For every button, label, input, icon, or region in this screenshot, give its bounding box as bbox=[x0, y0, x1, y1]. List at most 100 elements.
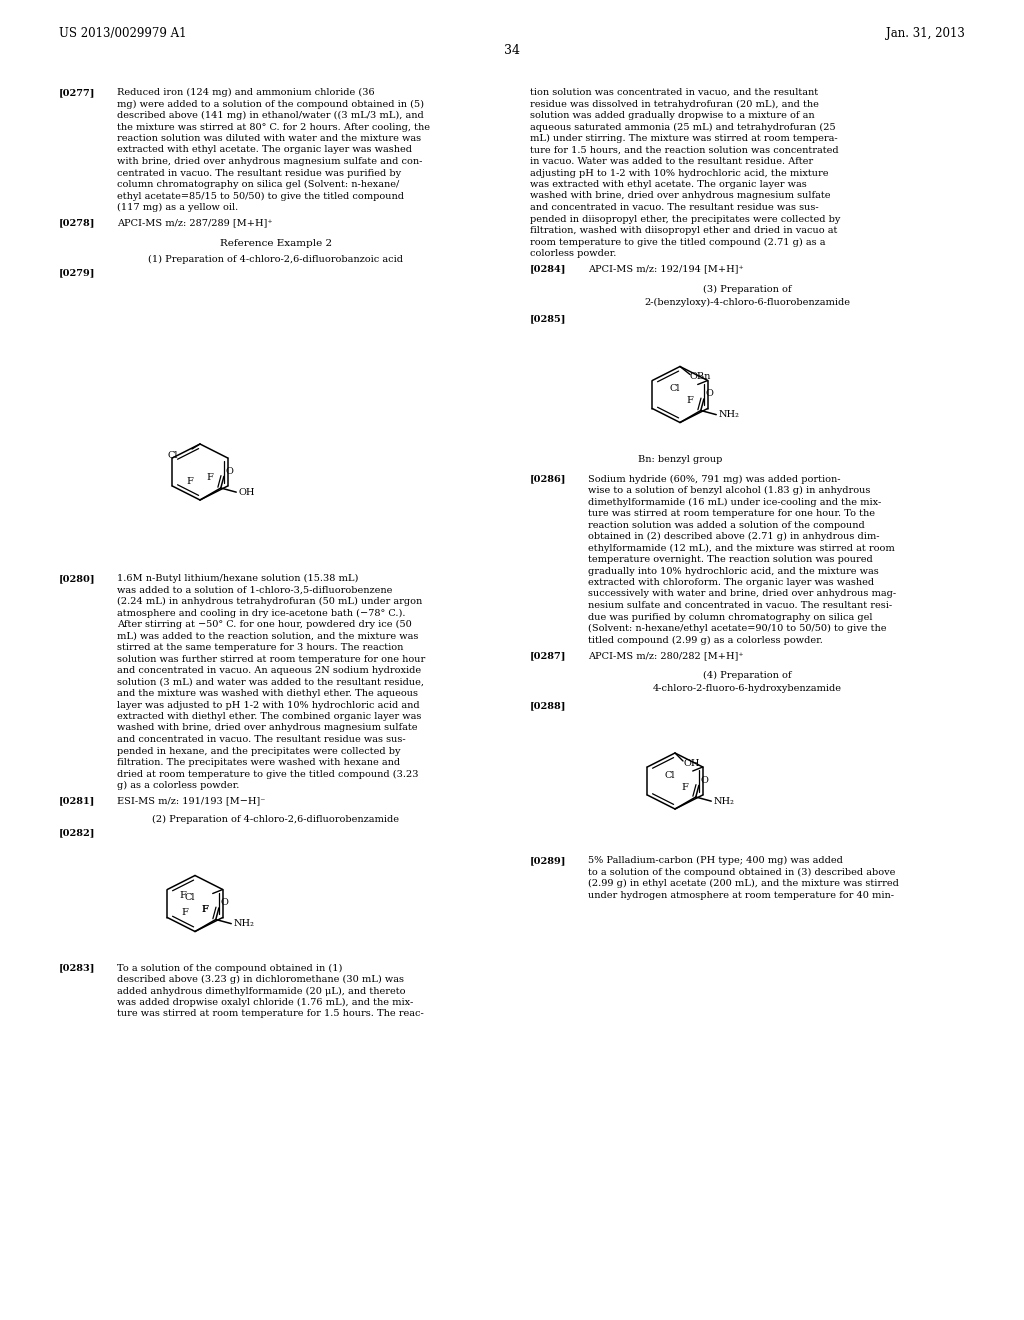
Text: atmosphere and cooling in dry ice-acetone bath (−78° C.).: atmosphere and cooling in dry ice-aceton… bbox=[117, 609, 406, 618]
Text: centrated in vacuo. The resultant residue was purified by: centrated in vacuo. The resultant residu… bbox=[117, 169, 401, 177]
Text: ethylformamide (12 mL), and the mixture was stirred at room: ethylformamide (12 mL), and the mixture … bbox=[588, 544, 895, 553]
Text: O: O bbox=[700, 776, 709, 785]
Text: [0279]: [0279] bbox=[59, 268, 95, 277]
Text: tion solution was concentrated in vacuo, and the resultant: tion solution was concentrated in vacuo,… bbox=[530, 88, 818, 96]
Text: [0280]: [0280] bbox=[59, 574, 95, 583]
Text: filtration. The precipitates were washed with hexane and: filtration. The precipitates were washed… bbox=[117, 758, 400, 767]
Text: solution (3 mL) and water was added to the resultant residue,: solution (3 mL) and water was added to t… bbox=[117, 677, 424, 686]
Text: adjusting pH to 1-2 with 10% hydrochloric acid, the mixture: adjusting pH to 1-2 with 10% hydrochlori… bbox=[530, 169, 828, 177]
Text: F: F bbox=[686, 396, 693, 405]
Text: To a solution of the compound obtained in (1): To a solution of the compound obtained i… bbox=[117, 964, 342, 973]
Text: (Solvent: n-hexane/ethyl acetate=90/10 to 50/50) to give the: (Solvent: n-hexane/ethyl acetate=90/10 t… bbox=[588, 624, 887, 634]
Text: added anhydrous dimethylformamide (20 μL), and thereto: added anhydrous dimethylformamide (20 μL… bbox=[117, 986, 406, 995]
Text: dried at room temperature to give the titled compound (3.23: dried at room temperature to give the ti… bbox=[117, 770, 419, 779]
Text: obtained in (2) described above (2.71 g) in anhydrous dim-: obtained in (2) described above (2.71 g)… bbox=[588, 532, 880, 541]
Text: OH: OH bbox=[683, 759, 699, 767]
Text: [0286]: [0286] bbox=[530, 474, 566, 483]
Text: room temperature to give the titled compound (2.71 g) as a: room temperature to give the titled comp… bbox=[530, 238, 825, 247]
Text: [0287]: [0287] bbox=[530, 651, 566, 660]
Text: (2) Preparation of 4-chloro-2,6-difluorobenzamide: (2) Preparation of 4-chloro-2,6-difluoro… bbox=[153, 814, 399, 824]
Text: Jan. 31, 2013: Jan. 31, 2013 bbox=[886, 26, 965, 40]
Text: solution was added gradually dropwise to a mixture of an: solution was added gradually dropwise to… bbox=[530, 111, 815, 120]
Text: ethyl acetate=85/15 to 50/50) to give the titled compound: ethyl acetate=85/15 to 50/50) to give th… bbox=[117, 191, 404, 201]
Text: washed with brine, dried over anhydrous magnesium sulfate: washed with brine, dried over anhydrous … bbox=[117, 723, 418, 733]
Text: gradually into 10% hydrochloric acid, and the mixture was: gradually into 10% hydrochloric acid, an… bbox=[588, 566, 879, 576]
Text: F: F bbox=[179, 891, 186, 900]
Text: described above (3.23 g) in dichloromethane (30 mL) was: described above (3.23 g) in dichlorometh… bbox=[117, 975, 404, 985]
Text: reaction solution was added a solution of the compound: reaction solution was added a solution o… bbox=[588, 520, 864, 529]
Text: was added to a solution of 1-chloro-3,5-difluorobenzene: was added to a solution of 1-chloro-3,5-… bbox=[117, 586, 392, 594]
Text: mL) under stirring. The mixture was stirred at room tempera-: mL) under stirring. The mixture was stir… bbox=[530, 135, 838, 143]
Text: After stirring at −50° C. for one hour, powdered dry ice (50: After stirring at −50° C. for one hour, … bbox=[117, 620, 412, 630]
Text: and concentrated in vacuo. An aqueous 2N sodium hydroxide: and concentrated in vacuo. An aqueous 2N… bbox=[117, 667, 421, 675]
Text: aqueous saturated ammonia (25 mL) and tetrahydrofuran (25: aqueous saturated ammonia (25 mL) and te… bbox=[530, 123, 836, 132]
Text: column chromatography on silica gel (Solvent: n-hexane/: column chromatography on silica gel (Sol… bbox=[117, 180, 399, 189]
Text: Bn: benzyl group: Bn: benzyl group bbox=[638, 454, 722, 463]
Text: the mixture was stirred at 80° C. for 2 hours. After cooling, the: the mixture was stirred at 80° C. for 2 … bbox=[117, 123, 430, 132]
Text: (1) Preparation of 4-chloro-2,6-difluorobanzoic acid: (1) Preparation of 4-chloro-2,6-difluoro… bbox=[148, 255, 403, 264]
Text: pended in diisopropyl ether, the precipitates were collected by: pended in diisopropyl ether, the precipi… bbox=[530, 214, 841, 223]
Text: F: F bbox=[186, 477, 194, 486]
Text: dimethylformamide (16 mL) under ice-cooling and the mix-: dimethylformamide (16 mL) under ice-cool… bbox=[588, 498, 882, 507]
Text: [0281]: [0281] bbox=[59, 796, 95, 805]
Text: Cl: Cl bbox=[665, 771, 675, 780]
Text: F: F bbox=[202, 906, 208, 913]
Text: APCI-MS m/z: 287/289 [M+H]⁺: APCI-MS m/z: 287/289 [M+H]⁺ bbox=[117, 219, 272, 227]
Text: ture was stirred at room temperature for one hour. To the: ture was stirred at room temperature for… bbox=[588, 510, 874, 517]
Text: APCI-MS m/z: 192/194 [M+H]⁺: APCI-MS m/z: 192/194 [M+H]⁺ bbox=[588, 264, 743, 273]
Text: colorless powder.: colorless powder. bbox=[530, 249, 616, 257]
Text: OH: OH bbox=[239, 487, 255, 496]
Text: 1.6M n-Butyl lithium/hexane solution (15.38 mL): 1.6M n-Butyl lithium/hexane solution (15… bbox=[117, 574, 358, 583]
Text: ESI-MS m/z: 191/193 [M−H]⁻: ESI-MS m/z: 191/193 [M−H]⁻ bbox=[117, 796, 265, 805]
Text: mL) was added to the reaction solution, and the mixture was: mL) was added to the reaction solution, … bbox=[117, 631, 419, 640]
Text: [0288]: [0288] bbox=[530, 701, 566, 710]
Text: [0284]: [0284] bbox=[530, 264, 566, 273]
Text: NH₂: NH₂ bbox=[714, 797, 734, 805]
Text: (117 mg) as a yellow oil.: (117 mg) as a yellow oil. bbox=[117, 203, 239, 213]
Text: F: F bbox=[181, 908, 188, 917]
Text: F: F bbox=[202, 906, 208, 913]
Text: described above (141 mg) in ethanol/water ((3 mL/3 mL), and: described above (141 mg) in ethanol/wate… bbox=[117, 111, 424, 120]
Text: extracted with chloroform. The organic layer was washed: extracted with chloroform. The organic l… bbox=[588, 578, 874, 587]
Text: successively with water and brine, dried over anhydrous mag-: successively with water and brine, dried… bbox=[588, 590, 896, 598]
Text: titled compound (2.99 g) as a colorless powder.: titled compound (2.99 g) as a colorless … bbox=[588, 635, 823, 644]
Text: US 2013/0029979 A1: US 2013/0029979 A1 bbox=[59, 26, 186, 40]
Text: F: F bbox=[206, 474, 213, 483]
Text: solution was further stirred at room temperature for one hour: solution was further stirred at room tem… bbox=[117, 655, 425, 664]
Text: layer was adjusted to pH 1-2 with 10% hydrochloric acid and: layer was adjusted to pH 1-2 with 10% hy… bbox=[117, 701, 420, 710]
Text: Sodium hydride (60%, 791 mg) was added portion-: Sodium hydride (60%, 791 mg) was added p… bbox=[588, 474, 841, 483]
Text: NH₂: NH₂ bbox=[233, 919, 254, 928]
Text: and the mixture was washed with diethyl ether. The aqueous: and the mixture was washed with diethyl … bbox=[117, 689, 418, 698]
Text: (3) Preparation of: (3) Preparation of bbox=[702, 285, 792, 293]
Text: O: O bbox=[226, 467, 233, 477]
Text: 2-(benzyloxy)-4-chloro-6-fluorobenzamide: 2-(benzyloxy)-4-chloro-6-fluorobenzamide bbox=[644, 297, 850, 306]
Text: temperature overnight. The reaction solution was poured: temperature overnight. The reaction solu… bbox=[588, 554, 872, 564]
Text: (2.24 mL) in anhydrous tetrahydrofuran (50 mL) under argon: (2.24 mL) in anhydrous tetrahydrofuran (… bbox=[117, 597, 422, 606]
Text: [0283]: [0283] bbox=[59, 964, 95, 973]
Text: under hydrogen atmosphere at room temperature for 40 min-: under hydrogen atmosphere at room temper… bbox=[588, 891, 894, 899]
Text: F: F bbox=[681, 783, 688, 792]
Text: 5% Palladium-carbon (PH type; 400 mg) was added: 5% Palladium-carbon (PH type; 400 mg) wa… bbox=[588, 855, 843, 865]
Text: in vacuo. Water was added to the resultant residue. After: in vacuo. Water was added to the resulta… bbox=[530, 157, 813, 166]
Text: O: O bbox=[221, 899, 228, 907]
Text: stirred at the same temperature for 3 hours. The reaction: stirred at the same temperature for 3 ho… bbox=[117, 643, 403, 652]
Text: [0289]: [0289] bbox=[530, 855, 566, 865]
Text: to a solution of the compound obtained in (3) described above: to a solution of the compound obtained i… bbox=[588, 867, 895, 876]
Text: residue was dissolved in tetrahydrofuran (20 mL), and the: residue was dissolved in tetrahydrofuran… bbox=[530, 99, 819, 108]
Text: (2.99 g) in ethyl acetate (200 mL), and the mixture was stirred: (2.99 g) in ethyl acetate (200 mL), and … bbox=[588, 879, 899, 888]
Text: was added dropwise oxalyl chloride (1.76 mL), and the mix-: was added dropwise oxalyl chloride (1.76… bbox=[117, 998, 414, 1007]
Text: extracted with ethyl acetate. The organic layer was washed: extracted with ethyl acetate. The organi… bbox=[117, 145, 412, 154]
Text: and concentrated in vacuo. The resultant residue was sus-: and concentrated in vacuo. The resultant… bbox=[117, 735, 406, 744]
Text: [0277]: [0277] bbox=[59, 88, 95, 96]
Text: and concentrated in vacuo. The resultant residue was sus-: and concentrated in vacuo. The resultant… bbox=[530, 203, 818, 213]
Text: Cl: Cl bbox=[184, 894, 195, 902]
Text: Reference Example 2: Reference Example 2 bbox=[220, 239, 332, 248]
Text: extracted with diethyl ether. The combined organic layer was: extracted with diethyl ether. The combin… bbox=[117, 711, 421, 721]
Text: filtration, washed with diisopropyl ether and dried in vacuo at: filtration, washed with diisopropyl ethe… bbox=[530, 226, 838, 235]
Text: wise to a solution of benzyl alcohol (1.83 g) in anhydrous: wise to a solution of benzyl alcohol (1.… bbox=[588, 486, 870, 495]
Text: due was purified by column chromatography on silica gel: due was purified by column chromatograph… bbox=[588, 612, 872, 622]
Text: NH₂: NH₂ bbox=[718, 411, 739, 420]
Text: Cl: Cl bbox=[670, 384, 680, 393]
Text: g) as a colorless powder.: g) as a colorless powder. bbox=[117, 781, 240, 791]
Text: pended in hexane, and the precipitates were collected by: pended in hexane, and the precipitates w… bbox=[117, 747, 400, 755]
